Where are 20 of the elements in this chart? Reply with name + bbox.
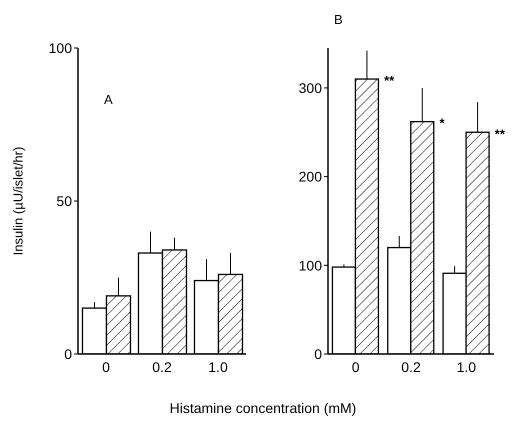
y-tick-label: 100 (48, 40, 72, 56)
x-tick-label: 0.2 (401, 358, 421, 375)
y-tick-label: 100 (298, 257, 322, 274)
y-tick-label: 300 (298, 80, 322, 96)
y-tick-label: 200 (298, 168, 322, 185)
annotation: A (104, 92, 113, 107)
annotation: ** (384, 73, 396, 88)
x-axis-title: Histamine concentration (mM) (168, 400, 358, 416)
y-tick-label: 0 (314, 346, 322, 362)
x-tick-label: 0.2 (152, 358, 172, 375)
x-tick-label: 0 (352, 358, 360, 375)
text: B (334, 12, 343, 27)
y-axis-title: Insulin (µU/islet/hr) (10, 146, 26, 256)
annotation: ** (494, 126, 506, 142)
y-tick-label: 50 (56, 192, 72, 209)
y-tick-label: 0 (64, 346, 72, 362)
x-tick-label: 0 (102, 358, 110, 375)
x-tick-label: 1.0 (456, 358, 476, 375)
annotation: * (439, 116, 446, 131)
x-tick-label: 1.0 (208, 358, 228, 375)
